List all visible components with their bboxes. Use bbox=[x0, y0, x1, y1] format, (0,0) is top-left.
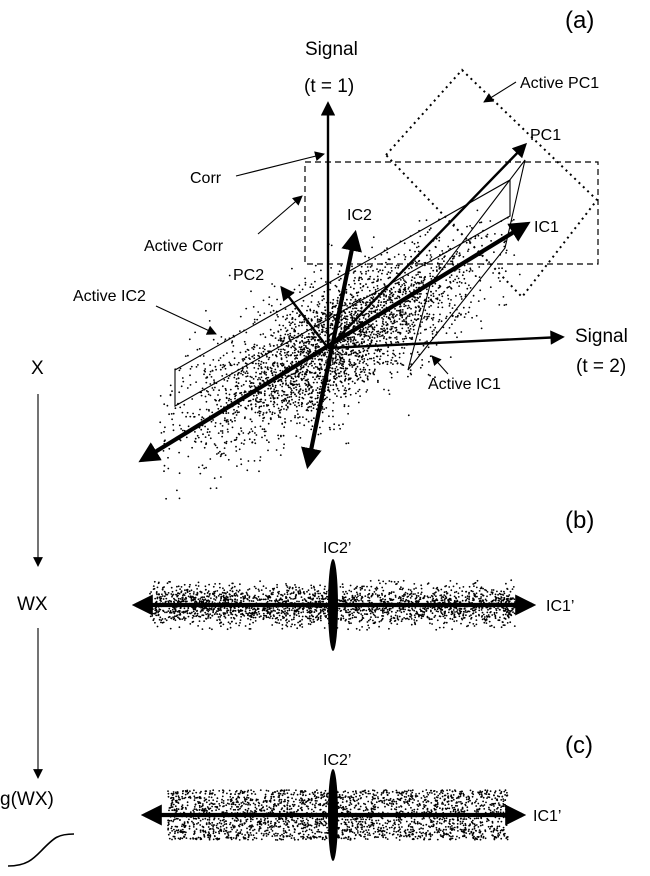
ic2-prime-label-b: IC2’ bbox=[323, 540, 351, 557]
pc1-arrow bbox=[327, 142, 528, 349]
ic1-prime-label-c: IC1’ bbox=[533, 808, 561, 825]
flow-wx-label: WX bbox=[17, 594, 48, 615]
active-ic2-leader bbox=[155, 305, 217, 335]
ic2-label: IC2 bbox=[347, 207, 372, 224]
flow-x-label: X bbox=[31, 358, 44, 379]
ic2-prime-label-c: IC2’ bbox=[323, 752, 351, 769]
sigmoid-icon bbox=[7, 833, 75, 867]
ic1-prime-label-b: IC1’ bbox=[546, 598, 574, 615]
active-ic1-label: Active IC1 bbox=[428, 376, 501, 393]
pc2-label: PC2 bbox=[233, 267, 264, 284]
ic2-prime-axis-c bbox=[328, 769, 338, 861]
ic2-arrow bbox=[301, 229, 362, 470]
flow-gwx-label: g(WX) bbox=[0, 789, 54, 810]
pc1-label: PC1 bbox=[530, 127, 561, 144]
active-ic2-label: Active IC2 bbox=[73, 288, 146, 305]
active-pc1-diamond bbox=[384, 68, 599, 299]
active-corr-leader bbox=[257, 195, 303, 235]
signal-t1-label-line2: (t = 1) bbox=[304, 76, 354, 97]
signal-t2-label-line2: (t = 2) bbox=[576, 356, 626, 377]
active-pc1-leader bbox=[483, 81, 517, 103]
corr-label: Corr bbox=[190, 170, 222, 187]
panel-c-label: (c) bbox=[565, 732, 593, 759]
panel-b-label: (b) bbox=[565, 507, 594, 534]
active-ic1-leader bbox=[431, 355, 449, 375]
signal-t1-label-line1: Signal bbox=[305, 39, 358, 60]
pc2-arrow bbox=[280, 285, 329, 349]
active-corr-label: Active Corr bbox=[144, 238, 224, 255]
signal-t2-label-line1: Signal bbox=[575, 326, 628, 347]
ic1-label: IC1 bbox=[534, 219, 559, 236]
ic2-prime-axis-b bbox=[328, 559, 338, 651]
panel-a-label: (a) bbox=[565, 7, 594, 34]
corr-leader bbox=[235, 151, 325, 177]
active-pc1-label: Active PC1 bbox=[520, 75, 599, 92]
